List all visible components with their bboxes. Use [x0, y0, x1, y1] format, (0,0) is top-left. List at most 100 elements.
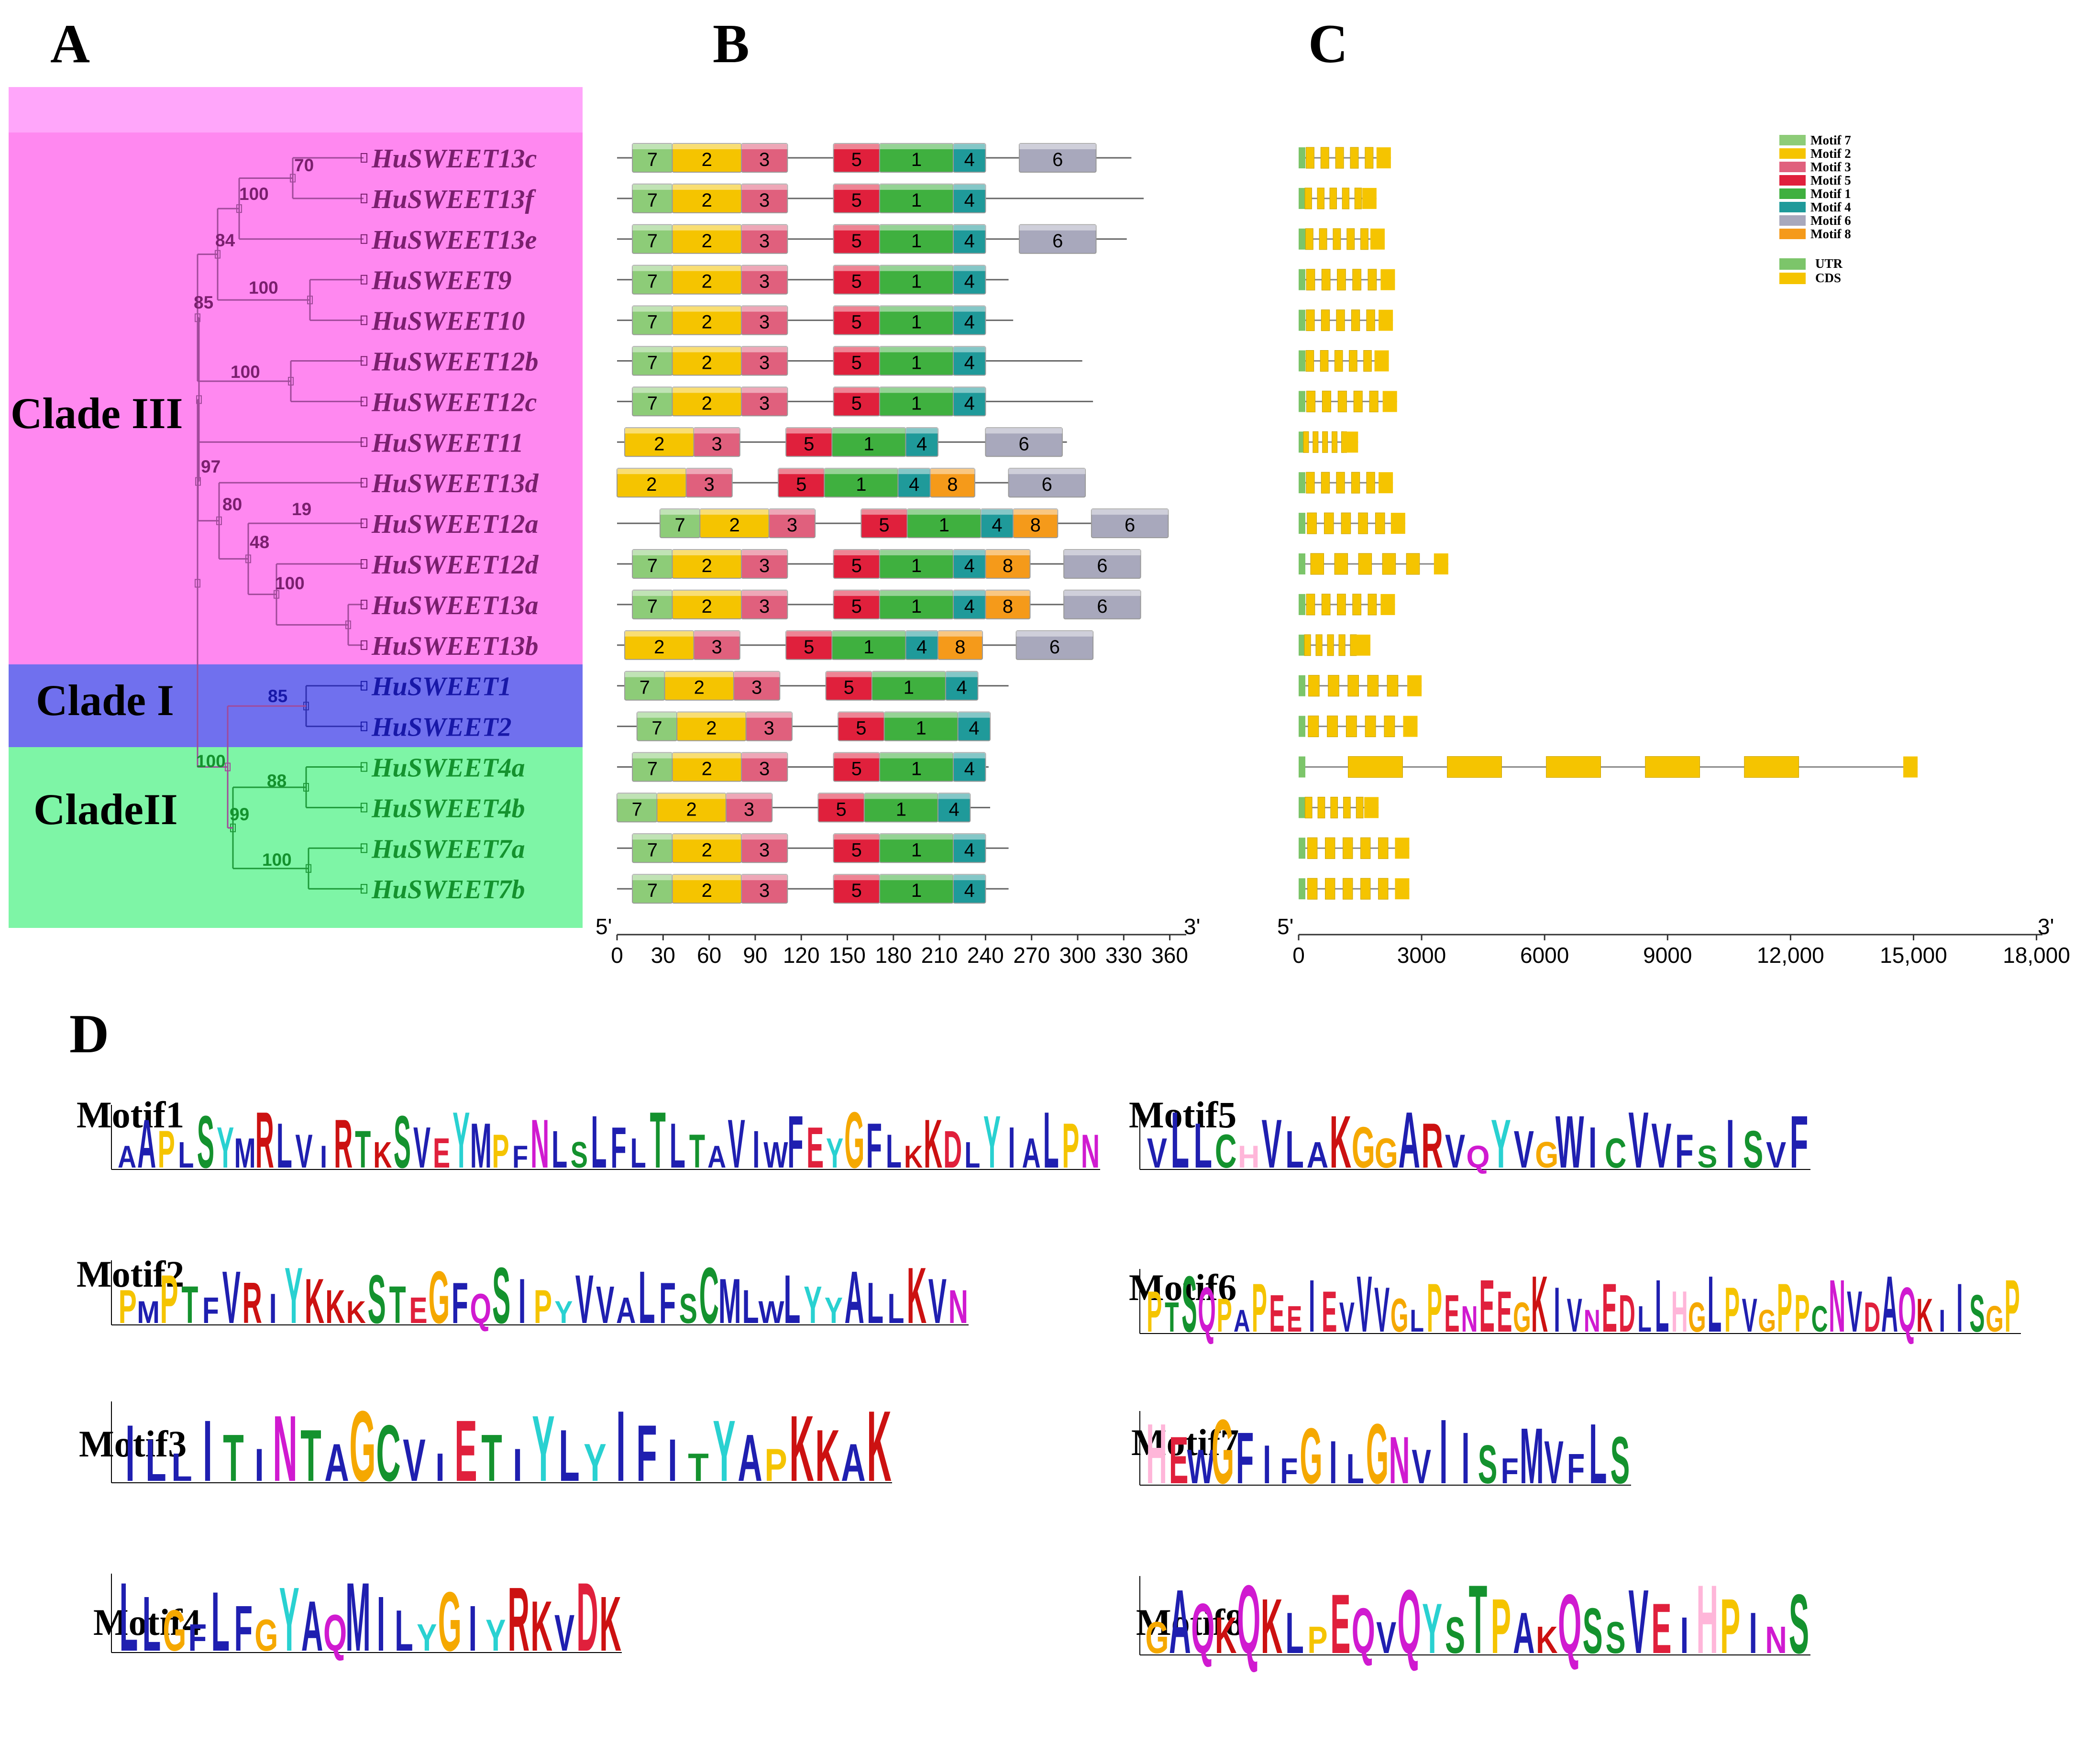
- motif-number: 3: [712, 433, 722, 454]
- cds-block: [1370, 228, 1385, 250]
- motif-number: 2: [702, 149, 712, 170]
- axis-tick-label: 0: [1292, 943, 1305, 968]
- structure-axis-ticks: 0 3000 6000 9000 12,000 15,000 18,000: [1292, 935, 2070, 968]
- motif-number: 1: [863, 637, 874, 658]
- cds-block: [1344, 431, 1358, 453]
- logo-letter: F: [452, 1271, 468, 1336]
- logo-letter: I: [269, 1285, 277, 1332]
- logo-letter: A: [616, 1290, 636, 1331]
- logo-letter: P: [2005, 1265, 2020, 1348]
- motif-row: 7 2 3 5 1 4: [617, 671, 1009, 701]
- motif-box-highlight: [833, 184, 880, 190]
- structure-row: [1299, 187, 1377, 209]
- logo-letter: V: [1262, 1105, 1282, 1182]
- motif-box-highlight: [833, 590, 880, 596]
- bootstrap-value: 100: [196, 751, 226, 771]
- motif-number: 5: [879, 515, 889, 536]
- logo-letter: V: [1651, 1111, 1671, 1181]
- utr-block: [1299, 228, 1305, 250]
- logo-letter: A: [738, 1421, 762, 1495]
- structure-row: [1299, 837, 1410, 859]
- logo-letter: Y: [826, 1130, 843, 1177]
- motif-number: 7: [647, 231, 658, 252]
- logo-letter: Q: [470, 1285, 491, 1332]
- motif-box-highlight: [879, 184, 953, 190]
- logo-letter: A: [707, 1139, 726, 1174]
- cds-block: [1306, 390, 1316, 412]
- logo-letter: C: [699, 1251, 719, 1340]
- logo-letter: P: [764, 1439, 787, 1491]
- logo-letter: L: [276, 1110, 292, 1181]
- motif-box-highlight: [700, 509, 769, 515]
- cds-block: [1380, 269, 1395, 290]
- motif-box-highlight: [864, 793, 938, 799]
- motif-number: 4: [964, 555, 975, 576]
- motif-number: 3: [759, 759, 770, 780]
- cds-block: [1317, 187, 1324, 209]
- motif-number: 4: [969, 718, 979, 739]
- motif-box-highlight: [632, 874, 673, 881]
- logo-letter: E: [1269, 1285, 1284, 1344]
- panel-c-label: C: [1308, 13, 1348, 74]
- cds-block: [1353, 390, 1363, 412]
- cds-block: [1338, 634, 1346, 656]
- gene-name: HuSWEET11: [371, 428, 523, 458]
- bootstrap-value: 84: [215, 231, 235, 250]
- logo-letter: H: [1146, 1406, 1167, 1501]
- motif-number: 5: [856, 718, 866, 739]
- motif-number: 3: [759, 555, 770, 576]
- motif-box-highlight: [741, 590, 788, 596]
- motif-box-3: [741, 874, 788, 904]
- motif-number: 6: [1097, 555, 1107, 576]
- cds-block: [1321, 472, 1330, 494]
- logo-letter: P: [1252, 1269, 1267, 1346]
- motif-box-highlight: [741, 306, 788, 312]
- logo-letter: T: [181, 1275, 198, 1334]
- motif-number: 6: [1125, 515, 1135, 536]
- cds-block: [1337, 594, 1346, 616]
- logo-letter: P: [1720, 1583, 1740, 1670]
- motif-box-4: [952, 752, 986, 782]
- logo-letter: Q: [1237, 1565, 1260, 1674]
- motif-box-6: [1015, 630, 1094, 660]
- cds-block: [1317, 796, 1325, 818]
- bootstrap-value: 80: [222, 495, 242, 514]
- legend-label: Motif 7: [1810, 133, 1851, 147]
- motif-box-highlight: [879, 550, 953, 555]
- motif-number: 4: [964, 839, 975, 860]
- motif-number: 5: [851, 555, 862, 576]
- logo-letter: F: [1675, 1125, 1694, 1178]
- legend-swatch: [1779, 215, 1806, 226]
- logo-letter: L: [630, 1130, 646, 1177]
- logo-letter: I: [320, 1139, 327, 1174]
- logo-letter: A: [1022, 1130, 1041, 1177]
- motif-rows: 7 2 3 5 1 4 67 2 3 5 1 47 2 3 5 1 4 67 2 3 5 1 47 2 3 5 1 47 2 3 5 1 47 2…: [617, 143, 1169, 904]
- tree-node: [195, 313, 200, 322]
- motif-box-highlight: [985, 428, 1062, 434]
- motif-box-highlight: [953, 306, 986, 312]
- motif-box-4: [952, 143, 986, 173]
- logo-letter: L: [867, 1271, 883, 1336]
- motif-number: 1: [911, 393, 922, 414]
- tree-node: [196, 395, 202, 404]
- logo-letter: V: [1514, 1120, 1534, 1180]
- cds-block: [1351, 309, 1360, 331]
- motif-box-3: [741, 386, 788, 417]
- motif-row: 7 2 3 5 1 4 8 6: [617, 549, 1141, 579]
- logo-letter: M: [345, 1562, 371, 1671]
- motif-box-highlight: [833, 265, 880, 271]
- cds-block: [1367, 675, 1379, 697]
- logo-letter: E: [433, 1130, 450, 1177]
- motif-box-highlight: [879, 143, 953, 149]
- bootstrap-value: 100: [239, 184, 269, 204]
- logo-letter: A: [1398, 1095, 1420, 1184]
- cds-block: [1407, 675, 1422, 696]
- logo-letter: L: [143, 1581, 161, 1668]
- tip-node: [361, 559, 367, 569]
- motif-box-highlight: [672, 184, 742, 190]
- logo-letter: T: [389, 1275, 406, 1334]
- bootstrap-value: 100: [249, 278, 278, 298]
- logo-letter: M: [1520, 1412, 1544, 1500]
- motif-box-8: [985, 549, 1031, 579]
